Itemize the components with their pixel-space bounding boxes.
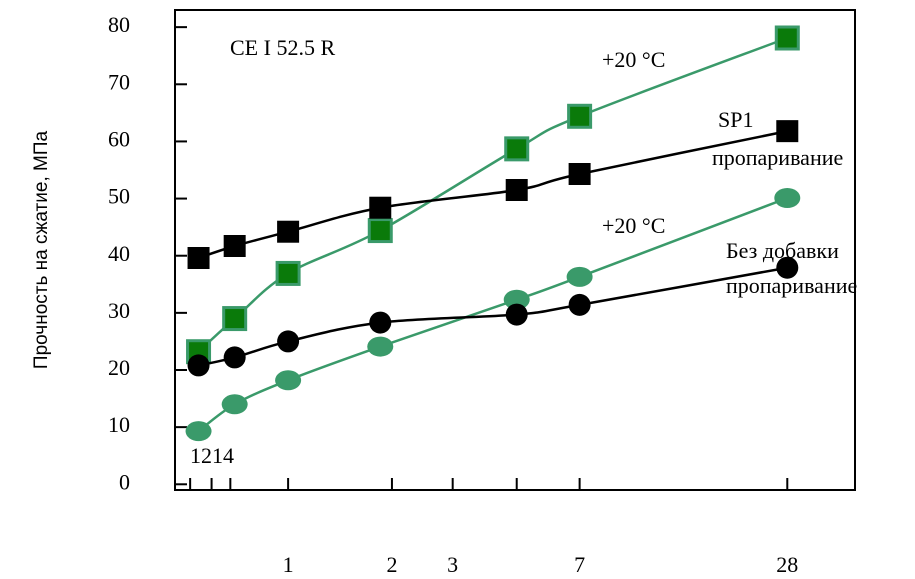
marker: [504, 136, 530, 162]
marker: [277, 220, 300, 243]
marker: [503, 289, 530, 310]
y-tick-label: 60: [108, 126, 130, 151]
marker: [222, 306, 248, 332]
annotation: SP1: [718, 107, 753, 132]
x-tick-label: 28: [776, 552, 798, 577]
plot-frame: [174, 9, 856, 491]
marker: [774, 188, 801, 208]
marker: [568, 163, 591, 185]
marker: [187, 247, 210, 269]
x-tick-label: 7: [574, 552, 585, 577]
marker: [367, 336, 394, 357]
y-tick-label: 30: [108, 298, 130, 323]
y-tick-label: 70: [108, 69, 130, 94]
y-tick-label: 40: [108, 241, 130, 266]
y-tick-label: 50: [108, 184, 130, 209]
marker: [774, 25, 800, 51]
marker: [505, 303, 528, 326]
marker: [369, 196, 392, 219]
x-tick-label: 1: [283, 552, 294, 577]
y-tick-label: 0: [119, 469, 130, 494]
marker: [776, 120, 799, 143]
y-axis-label: Прочность на сжатие, МПа: [31, 131, 52, 370]
annotation: 1214: [190, 443, 234, 468]
marker: [221, 394, 248, 415]
annotation: пропаривание: [712, 145, 843, 170]
marker: [369, 311, 392, 334]
marker: [185, 421, 212, 442]
marker: [223, 346, 246, 369]
marker: [223, 235, 246, 257]
x-tick-label: 2: [386, 552, 397, 577]
y-tick-label: 10: [108, 412, 130, 437]
marker: [187, 354, 210, 377]
marker: [275, 370, 302, 391]
marker: [568, 293, 591, 316]
y-tick-label: 80: [108, 12, 130, 37]
marker: [275, 260, 301, 286]
y-tick-label: 20: [108, 355, 130, 380]
annotation: +20 °C: [602, 213, 665, 238]
marker: [277, 330, 300, 353]
annotation: CE I 52.5 R: [230, 35, 335, 60]
x-tick-label: 3: [447, 552, 458, 577]
marker: [567, 103, 593, 129]
series-line: [197, 36, 788, 353]
annotation: +20 °C: [602, 47, 665, 72]
marker: [776, 256, 799, 279]
marker: [505, 179, 528, 201]
marker: [566, 266, 593, 287]
marker: [367, 218, 393, 244]
